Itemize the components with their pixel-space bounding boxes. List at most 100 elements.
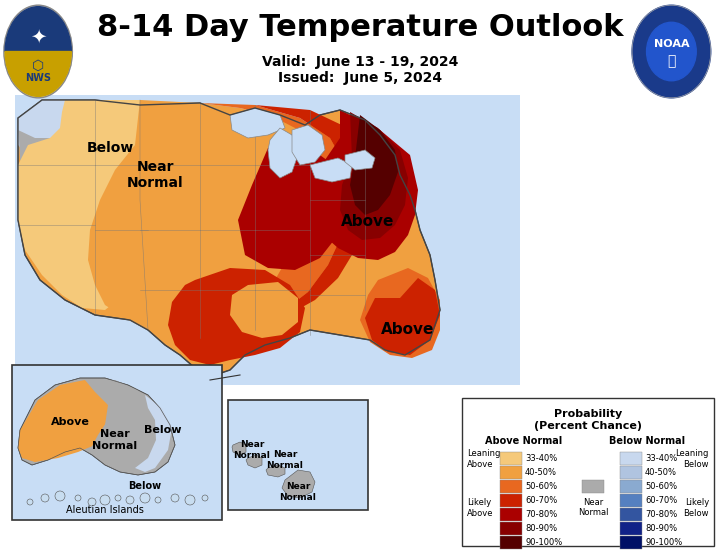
Text: Issued:  June 5, 2024: Issued: June 5, 2024	[278, 71, 442, 85]
Polygon shape	[88, 100, 312, 335]
Circle shape	[88, 498, 96, 506]
Text: Below Normal: Below Normal	[609, 436, 685, 446]
Text: ⬡: ⬡	[32, 59, 44, 73]
Text: Likely
Above: Likely Above	[467, 499, 493, 517]
Circle shape	[171, 494, 179, 502]
Polygon shape	[35, 100, 135, 175]
Bar	[620, 452, 642, 465]
Text: Near
Normal: Near Normal	[577, 498, 608, 517]
Text: Below: Below	[144, 425, 181, 435]
Circle shape	[75, 495, 81, 501]
Circle shape	[185, 495, 195, 505]
Bar	[12, 365, 222, 520]
Bar	[620, 480, 642, 493]
Circle shape	[55, 491, 65, 501]
Text: Likely
Below: Likely Below	[683, 499, 709, 517]
Text: 60-70%: 60-70%	[525, 496, 557, 505]
Polygon shape	[35, 100, 138, 188]
Text: (Percent Chance): (Percent Chance)	[534, 421, 642, 431]
Circle shape	[155, 497, 161, 503]
Text: 33-40%: 33-40%	[525, 454, 557, 463]
Polygon shape	[350, 115, 398, 215]
Circle shape	[115, 495, 121, 501]
Text: Below: Below	[128, 481, 161, 491]
Circle shape	[41, 494, 49, 502]
Text: 90-100%: 90-100%	[645, 538, 683, 547]
Circle shape	[27, 499, 33, 505]
Bar	[620, 466, 642, 479]
Bar	[15, 95, 520, 385]
Polygon shape	[232, 442, 246, 455]
Polygon shape	[168, 268, 305, 365]
Bar	[620, 536, 642, 549]
Polygon shape	[200, 105, 372, 335]
Polygon shape	[282, 470, 315, 498]
Text: 🌊: 🌊	[667, 54, 675, 69]
Polygon shape	[312, 110, 418, 260]
Polygon shape	[238, 148, 345, 270]
Text: Above: Above	[341, 214, 395, 229]
Polygon shape	[18, 380, 108, 462]
Polygon shape	[230, 282, 298, 338]
Bar	[500, 466, 522, 479]
Text: Above: Above	[382, 323, 435, 338]
Text: 70-80%: 70-80%	[645, 510, 678, 519]
Circle shape	[126, 496, 134, 504]
Polygon shape	[268, 128, 298, 178]
Text: Leaning
Below: Leaning Below	[675, 449, 709, 468]
Text: 33-40%: 33-40%	[645, 454, 678, 463]
Bar	[228, 400, 368, 510]
Text: 50-60%: 50-60%	[525, 482, 557, 491]
Text: Leaning
Above: Leaning Above	[467, 449, 500, 468]
Text: Aleutian Islands: Aleutian Islands	[66, 505, 144, 515]
Polygon shape	[18, 100, 440, 375]
Polygon shape	[18, 100, 128, 195]
Polygon shape	[175, 103, 348, 335]
Polygon shape	[85, 380, 158, 465]
Circle shape	[140, 493, 150, 503]
Text: Near
Normal: Near Normal	[233, 440, 271, 460]
Bar	[500, 536, 522, 549]
Polygon shape	[360, 268, 440, 358]
Bar	[462, 398, 714, 546]
Text: Above: Above	[50, 417, 89, 427]
Circle shape	[202, 495, 208, 501]
Wedge shape	[5, 7, 71, 52]
Polygon shape	[246, 455, 262, 468]
Bar	[500, 508, 522, 521]
Bar	[500, 522, 522, 535]
Polygon shape	[18, 100, 95, 175]
Polygon shape	[18, 378, 175, 475]
Bar	[620, 508, 642, 521]
Text: 40-50%: 40-50%	[525, 468, 557, 477]
Bar	[500, 480, 522, 493]
Bar	[500, 494, 522, 507]
Text: 70-80%: 70-80%	[525, 510, 557, 519]
Text: 60-70%: 60-70%	[645, 496, 678, 505]
Polygon shape	[345, 150, 375, 170]
Text: Probability: Probability	[554, 409, 622, 419]
Text: Near
Normal: Near Normal	[279, 482, 316, 502]
Text: Valid:  June 13 - 19, 2024: Valid: June 13 - 19, 2024	[262, 55, 458, 69]
Bar	[582, 480, 604, 493]
Polygon shape	[365, 278, 440, 355]
Bar	[500, 452, 522, 465]
Text: NWS: NWS	[25, 74, 51, 84]
Polygon shape	[135, 395, 172, 472]
Text: 80-90%: 80-90%	[645, 524, 677, 533]
Wedge shape	[5, 52, 71, 96]
Text: 80-90%: 80-90%	[525, 524, 557, 533]
Bar	[620, 522, 642, 535]
Text: Near
Normal: Near Normal	[92, 429, 138, 451]
Circle shape	[632, 5, 711, 98]
Circle shape	[100, 495, 110, 505]
Text: Above Normal: Above Normal	[485, 436, 562, 446]
Polygon shape	[230, 108, 285, 138]
Bar	[620, 494, 642, 507]
Text: 50-60%: 50-60%	[645, 482, 677, 491]
Polygon shape	[18, 100, 72, 138]
Text: Below: Below	[86, 141, 134, 155]
Polygon shape	[266, 465, 285, 477]
Polygon shape	[292, 125, 325, 165]
Circle shape	[4, 5, 73, 98]
